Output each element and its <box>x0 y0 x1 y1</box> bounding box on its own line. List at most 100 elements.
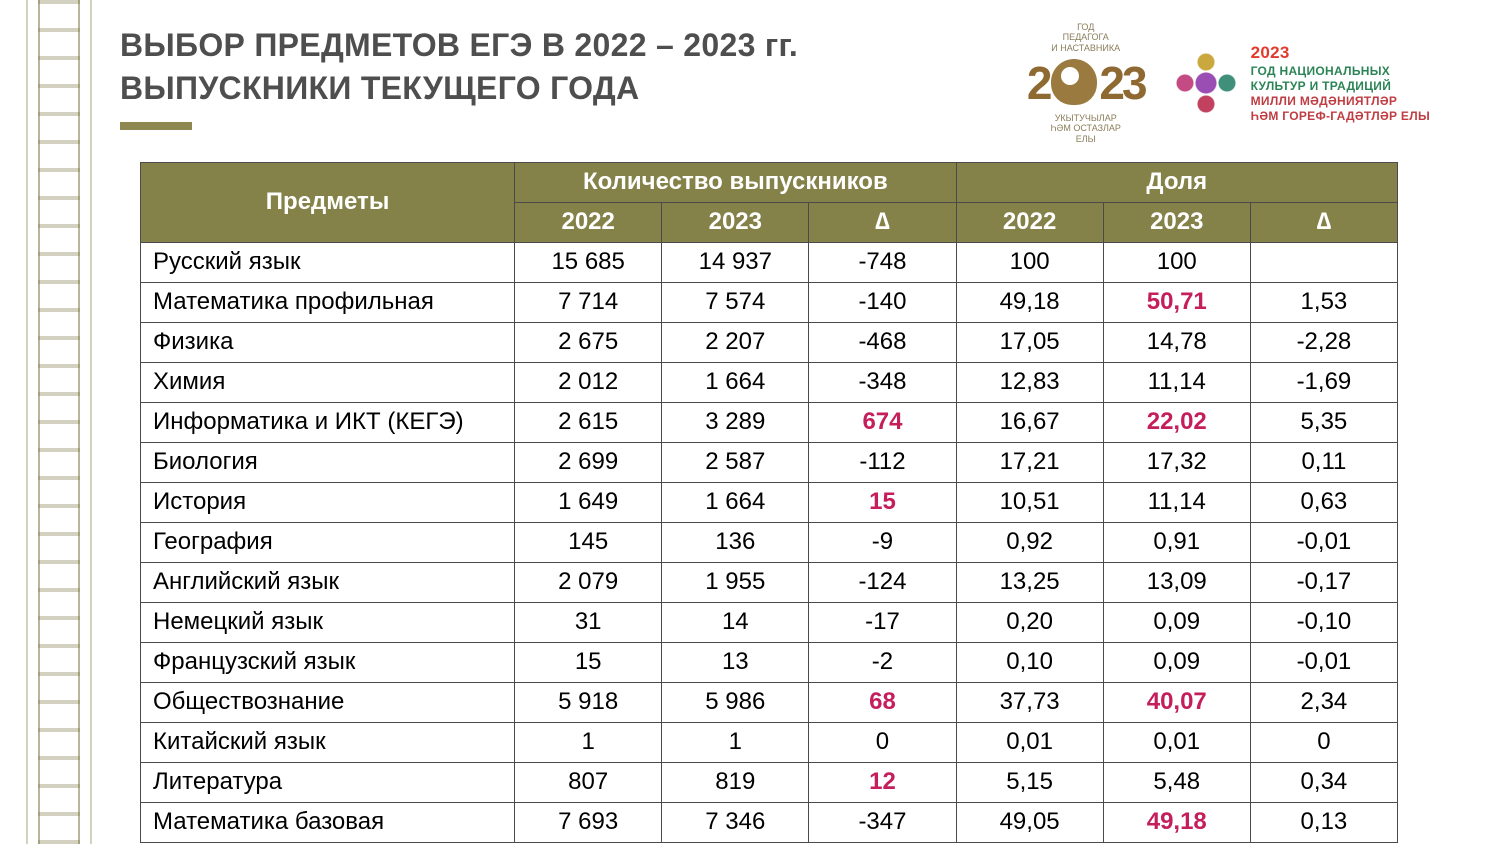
cell-subject: Обществознание <box>141 683 515 723</box>
table-container: Предметы Количество выпускников Доля 202… <box>140 162 1398 843</box>
logo-2023-graphic: 2 23 <box>1027 56 1145 110</box>
cell-count-2023: 7 574 <box>662 283 809 323</box>
cell-count-2023: 1 664 <box>662 483 809 523</box>
cell-subject: Китайский язык <box>141 723 515 763</box>
title-underline <box>120 122 192 130</box>
cell-share-2022: 17,21 <box>956 443 1103 483</box>
cell-share-delta: 0,13 <box>1250 803 1397 843</box>
cell-count-delta: 674 <box>809 403 956 443</box>
logo-right-line3: МИЛЛИ МӘДӘНИЯТЛӘР <box>1251 94 1430 109</box>
cell-subject: История <box>141 483 515 523</box>
cell-subject: Химия <box>141 363 515 403</box>
cell-subject: Физика <box>141 323 515 363</box>
cell-count-delta: -347 <box>809 803 956 843</box>
table-body: Русский язык15 68514 937-748100100Матема… <box>141 243 1398 843</box>
table-row: Английский язык2 0791 955-12413,2513,09-… <box>141 563 1398 603</box>
cell-count-2022: 2 615 <box>515 403 662 443</box>
table-row: Физика2 6752 207-46817,0514,78-2,28 <box>141 323 1398 363</box>
th-count-delta: ∆ <box>809 203 956 243</box>
cell-share-2022: 49,05 <box>956 803 1103 843</box>
th-share-group: Доля <box>956 163 1397 203</box>
title-line-1: ВЫБОР ПРЕДМЕТОВ ЕГЭ В 2022 – 2023 гг. <box>120 27 798 63</box>
table-row: География145136-90,920,91-0,01 <box>141 523 1398 563</box>
cell-share-2022: 0,20 <box>956 603 1103 643</box>
cell-count-delta: -9 <box>809 523 956 563</box>
th-count-2023: 2023 <box>662 203 809 243</box>
cell-subject: Английский язык <box>141 563 515 603</box>
cell-count-delta: -748 <box>809 243 956 283</box>
cell-share-delta: 0,34 <box>1250 763 1397 803</box>
cell-count-2022: 5 918 <box>515 683 662 723</box>
cell-count-delta: -112 <box>809 443 956 483</box>
logo-right-year: 2023 <box>1251 42 1430 63</box>
table-row: Китайский язык1100,010,010 <box>141 723 1398 763</box>
cell-count-2022: 2 675 <box>515 323 662 363</box>
cell-count-delta: 68 <box>809 683 956 723</box>
cell-count-2023: 14 937 <box>662 243 809 283</box>
cell-count-delta: -468 <box>809 323 956 363</box>
cell-share-2023: 0,09 <box>1103 643 1250 683</box>
cell-share-delta: -0,01 <box>1250 523 1397 563</box>
cell-count-2022: 31 <box>515 603 662 643</box>
cell-count-2022: 7 693 <box>515 803 662 843</box>
cell-share-delta <box>1250 243 1397 283</box>
th-count-group: Количество выпускников <box>515 163 956 203</box>
cell-count-2023: 136 <box>662 523 809 563</box>
cell-count-2022: 1 <box>515 723 662 763</box>
cell-share-2022: 37,73 <box>956 683 1103 723</box>
cell-share-delta: -1,69 <box>1250 363 1397 403</box>
cell-share-2022: 0,10 <box>956 643 1103 683</box>
th-subject: Предметы <box>141 163 515 243</box>
cell-count-2023: 1 664 <box>662 363 809 403</box>
cell-count-delta: -2 <box>809 643 956 683</box>
cell-count-2022: 145 <box>515 523 662 563</box>
logo-top-caption: ГОД ПЕДАГОГА И НАСТАВНИКА <box>1051 22 1120 53</box>
cell-share-2022: 49,18 <box>956 283 1103 323</box>
logo-year-digits-23: 23 <box>1099 57 1144 109</box>
cell-count-2023: 819 <box>662 763 809 803</box>
th-share-delta: ∆ <box>1250 203 1397 243</box>
table-row: Русский язык15 68514 937-748100100 <box>141 243 1398 283</box>
cell-subject: Информатика и ИКТ (КЕГЭ) <box>141 403 515 443</box>
cell-count-2023: 2 587 <box>662 443 809 483</box>
cell-share-2022: 0,92 <box>956 523 1103 563</box>
cell-share-2023: 22,02 <box>1103 403 1250 443</box>
table-row: Химия2 0121 664-34812,8311,14-1,69 <box>141 363 1398 403</box>
cell-count-delta: -140 <box>809 283 956 323</box>
logo-year-pedagog: ГОД ПЕДАГОГА И НАСТАВНИКА 2 23 УКЫТУЧЫЛАР… <box>1027 22 1145 144</box>
cell-count-2023: 1 <box>662 723 809 763</box>
logo-right-line2: КУЛЬТУР И ТРАДИЦИЙ <box>1251 79 1430 94</box>
cell-count-2023: 7 346 <box>662 803 809 843</box>
cell-share-delta: -2,28 <box>1250 323 1397 363</box>
table-row: Обществознание5 9185 9866837,7340,072,34 <box>141 683 1398 723</box>
cell-count-2023: 5 986 <box>662 683 809 723</box>
cell-count-2023: 2 207 <box>662 323 809 363</box>
cell-share-delta: -0,10 <box>1250 603 1397 643</box>
logo-year-digit-2: 2 <box>1027 57 1050 109</box>
cell-share-2022: 10,51 <box>956 483 1103 523</box>
cell-count-2023: 3 289 <box>662 403 809 443</box>
cell-subject: Немецкий язык <box>141 603 515 643</box>
cell-count-delta: -17 <box>809 603 956 643</box>
table-row: Математика профильная7 7147 574-14049,18… <box>141 283 1398 323</box>
ornament-icon <box>1171 48 1241 118</box>
table-row: Немецкий язык3114-170,200,09-0,10 <box>141 603 1398 643</box>
logo-national-cultures: 2023 ГОД НАЦИОНАЛЬНЫХ КУЛЬТУР И ТРАДИЦИЙ… <box>1171 42 1430 123</box>
cell-subject: География <box>141 523 515 563</box>
cell-count-2022: 15 <box>515 643 662 683</box>
table-row: История1 6491 6641510,5111,140,63 <box>141 483 1398 523</box>
cell-subject: Биология <box>141 443 515 483</box>
cell-share-2023: 13,09 <box>1103 563 1250 603</box>
logo-bottom-caption: УКЫТУЧЫЛАР ҺӘМ ОСТАЗЛАР ЕЛЫ <box>1051 113 1121 144</box>
table-row: Литература807819125,155,480,34 <box>141 763 1398 803</box>
cell-count-2022: 807 <box>515 763 662 803</box>
cell-share-delta: 0 <box>1250 723 1397 763</box>
cell-count-2022: 15 685 <box>515 243 662 283</box>
th-share-2022: 2022 <box>956 203 1103 243</box>
cell-share-2023: 0,09 <box>1103 603 1250 643</box>
th-share-2023: 2023 <box>1103 203 1250 243</box>
cell-share-2023: 40,07 <box>1103 683 1250 723</box>
cell-count-delta: 15 <box>809 483 956 523</box>
logo-right-line1: ГОД НАЦИОНАЛЬНЫХ <box>1251 64 1430 79</box>
cell-count-2022: 2 699 <box>515 443 662 483</box>
